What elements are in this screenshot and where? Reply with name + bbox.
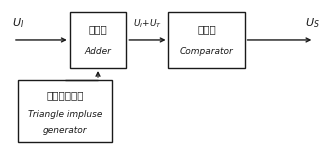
Text: $U_\mathregular{I}$: $U_\mathregular{I}$	[12, 16, 24, 30]
Text: Comparator: Comparator	[180, 47, 233, 56]
Text: generator: generator	[42, 127, 87, 135]
Text: 加法器: 加法器	[89, 24, 107, 34]
Text: 比较器: 比较器	[197, 24, 216, 34]
Bar	[168, 12, 245, 68]
Text: Triangle impluse: Triangle impluse	[28, 110, 102, 119]
Text: 三角波发生器: 三角波发生器	[46, 90, 84, 100]
Bar	[70, 12, 126, 68]
Text: $U_\mathregular{I}$+$U_\mathregular{T}$: $U_\mathregular{I}$+$U_\mathregular{T}$	[133, 17, 162, 30]
Text: $U_\mathregular{S}$: $U_\mathregular{S}$	[305, 16, 320, 30]
Bar	[18, 80, 112, 142]
Text: Adder: Adder	[85, 47, 111, 56]
